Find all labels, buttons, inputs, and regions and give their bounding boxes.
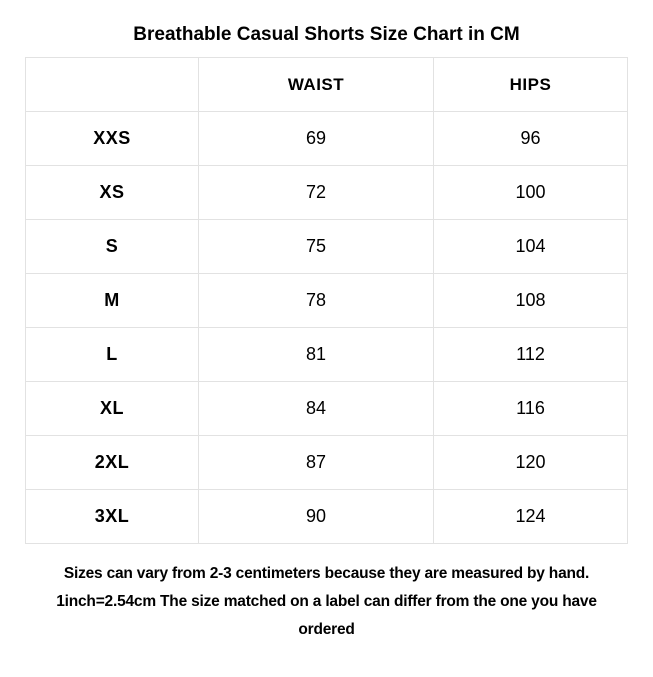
column-header-empty bbox=[25, 57, 199, 112]
size-chart-title: Breathable Casual Shorts Size Chart in C… bbox=[133, 24, 520, 45]
waist-cell: 72 bbox=[198, 165, 434, 220]
table-row-xs: XS 72 100 bbox=[25, 165, 628, 220]
hips-cell: 108 bbox=[433, 273, 628, 328]
size-cell: XS bbox=[25, 165, 199, 220]
waist-cell: 81 bbox=[198, 327, 434, 382]
table-row-3xl: 3XL 90 124 bbox=[25, 489, 628, 544]
hips-cell: 112 bbox=[433, 327, 628, 382]
size-cell: 2XL bbox=[25, 435, 199, 490]
waist-cell: 87 bbox=[198, 435, 434, 490]
size-cell: S bbox=[25, 219, 199, 274]
footer-note: Sizes can vary from 2-3 centimeters beca… bbox=[0, 560, 653, 644]
waist-cell: 84 bbox=[198, 381, 434, 436]
hips-cell: 100 bbox=[433, 165, 628, 220]
table-row-l: L 81 112 bbox=[25, 327, 628, 382]
hips-cell: 104 bbox=[433, 219, 628, 274]
table-row-xl: XL 84 116 bbox=[25, 381, 628, 436]
column-header-waist: WAIST bbox=[198, 57, 434, 112]
column-header-hips: HIPS bbox=[433, 57, 628, 112]
waist-cell: 75 bbox=[198, 219, 434, 274]
hips-cell: 116 bbox=[433, 381, 628, 436]
waist-cell: 90 bbox=[198, 489, 434, 544]
hips-cell: 124 bbox=[433, 489, 628, 544]
hips-cell: 120 bbox=[433, 435, 628, 490]
size-cell: 3XL bbox=[25, 489, 199, 544]
size-chart-table: WAIST HIPS XXS 69 96 XS 72 100 S 75 104 … bbox=[25, 57, 628, 544]
table-row-xxs: XXS 69 96 bbox=[25, 111, 628, 166]
table-row-m: M 78 108 bbox=[25, 273, 628, 328]
table-row-s: S 75 104 bbox=[25, 219, 628, 274]
waist-cell: 69 bbox=[198, 111, 434, 166]
size-cell: L bbox=[25, 327, 199, 382]
waist-cell: 78 bbox=[198, 273, 434, 328]
size-cell: XL bbox=[25, 381, 199, 436]
hips-cell: 96 bbox=[433, 111, 628, 166]
header-row: WAIST HIPS bbox=[25, 57, 628, 112]
footer-note-line: Sizes can vary from 2-3 centimeters beca… bbox=[63, 565, 590, 582]
size-cell: M bbox=[25, 273, 199, 328]
footer-note-line: ordered bbox=[298, 621, 355, 638]
table-row-2xl: 2XL 87 120 bbox=[25, 435, 628, 490]
size-cell: XXS bbox=[25, 111, 199, 166]
footer-note-line: 1inch=2.54cm The size matched on a label… bbox=[56, 593, 597, 610]
